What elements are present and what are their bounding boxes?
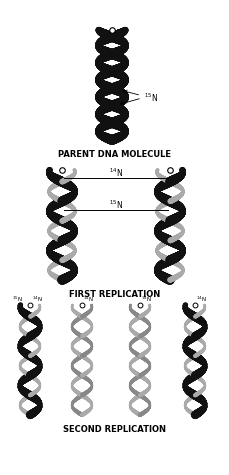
- Text: $^{14}$N: $^{14}$N: [109, 167, 123, 179]
- Text: $^{15}$N: $^{15}$N: [123, 90, 157, 104]
- Text: $^{14}$N: $^{14}$N: [195, 295, 206, 304]
- Text: $^{15}$N: $^{15}$N: [195, 318, 206, 327]
- Text: $^{14}$N: $^{14}$N: [140, 295, 151, 304]
- Text: PARENT DNA MOLECULE: PARENT DNA MOLECULE: [58, 150, 171, 159]
- Text: $^{14}$N: $^{14}$N: [32, 295, 42, 304]
- Text: $^{15}$N: $^{15}$N: [109, 199, 123, 211]
- Text: FIRST REPLICATION: FIRST REPLICATION: [69, 290, 160, 299]
- Text: $^{14}$N: $^{14}$N: [83, 295, 93, 304]
- Text: SECOND REPLICATION: SECOND REPLICATION: [63, 425, 166, 434]
- Text: $^{15}$N: $^{15}$N: [12, 295, 22, 304]
